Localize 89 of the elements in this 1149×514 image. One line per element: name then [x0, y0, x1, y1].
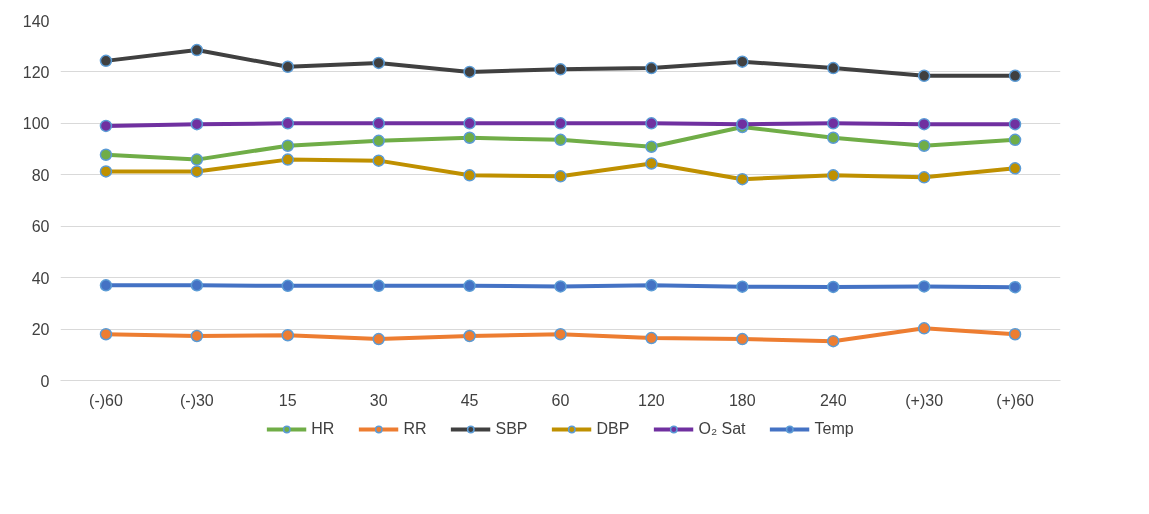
- point: [826, 334, 840, 348]
- legend-label: RR: [403, 420, 427, 438]
- y-tick-label: 140: [22, 12, 50, 30]
- point: [99, 327, 113, 341]
- point: [645, 331, 658, 345]
- x-tick-label: 120: [638, 391, 665, 409]
- point: [917, 117, 931, 131]
- point: [554, 280, 567, 293]
- point: [99, 165, 113, 178]
- point: [1008, 133, 1022, 147]
- point: [372, 134, 385, 148]
- point: [99, 119, 113, 133]
- point: [99, 148, 113, 161]
- point: [645, 279, 658, 292]
- point: [281, 153, 295, 166]
- point: [190, 165, 204, 178]
- point: [645, 157, 658, 170]
- y-tick-label: 0: [40, 372, 50, 390]
- point: [917, 171, 931, 184]
- point: [190, 329, 204, 343]
- x-tick-label: 60: [551, 391, 570, 409]
- legend-label: Temp: [814, 420, 854, 438]
- x-tick-label: (-)30: [179, 391, 214, 409]
- point: [736, 332, 749, 346]
- y-tick-label: 100: [22, 115, 50, 133]
- point: [645, 61, 658, 75]
- y-tick-label: 60: [31, 218, 50, 236]
- point: [826, 131, 840, 144]
- x-tick-label: 15: [278, 391, 297, 409]
- x-tick-label: 45: [460, 391, 479, 409]
- point: [99, 54, 113, 68]
- x-tick-label: 30: [369, 391, 388, 409]
- point: [917, 322, 931, 335]
- point: [826, 61, 840, 75]
- legend-label: SBP: [495, 420, 528, 438]
- point: [463, 329, 476, 343]
- point: [554, 117, 567, 130]
- x-tick-label: (+)30: [905, 391, 944, 409]
- point: [645, 140, 658, 153]
- point: [463, 279, 476, 293]
- point: [554, 170, 567, 183]
- point: [736, 280, 749, 293]
- legend-label: DBP: [596, 420, 630, 438]
- y-tick-label: 20: [31, 321, 50, 339]
- y-tick-label: 80: [31, 166, 50, 184]
- point: [554, 327, 567, 341]
- point: [554, 133, 567, 147]
- point: [281, 279, 295, 293]
- point: [826, 280, 840, 294]
- point: [281, 117, 295, 130]
- point: [190, 43, 204, 57]
- point: [1008, 162, 1022, 175]
- x-tick-label: 240: [819, 391, 847, 409]
- point: [281, 329, 295, 342]
- point: [372, 332, 385, 346]
- point: [1008, 327, 1022, 341]
- point: [917, 69, 931, 83]
- legend-label: O₂ Sat: [698, 420, 746, 438]
- point: [463, 169, 476, 182]
- point: [190, 117, 204, 131]
- point: [1008, 117, 1022, 131]
- point: [463, 131, 476, 144]
- point: [917, 280, 931, 293]
- legend-label: HR: [311, 420, 335, 438]
- point: [372, 279, 385, 293]
- point: [463, 65, 476, 79]
- point: [281, 60, 295, 74]
- point: [736, 55, 749, 68]
- y-tick-label: 120: [22, 63, 50, 81]
- point: [190, 153, 204, 166]
- point: [190, 279, 204, 292]
- point: [1008, 69, 1022, 83]
- point: [372, 56, 385, 70]
- point: [917, 139, 931, 152]
- point: [554, 63, 567, 76]
- point: [99, 279, 113, 292]
- x-tick-label: (-)60: [89, 391, 123, 409]
- y-tick-label: 40: [31, 269, 50, 287]
- point: [281, 139, 295, 152]
- point: [1008, 280, 1022, 294]
- point: [372, 117, 385, 130]
- point: [463, 117, 476, 130]
- point: [826, 169, 840, 182]
- point: [645, 117, 658, 130]
- x-tick-label: (+)60: [996, 391, 1035, 409]
- x-tick-label: 180: [728, 391, 756, 409]
- point: [736, 172, 749, 186]
- point: [372, 154, 385, 167]
- point: [826, 117, 840, 130]
